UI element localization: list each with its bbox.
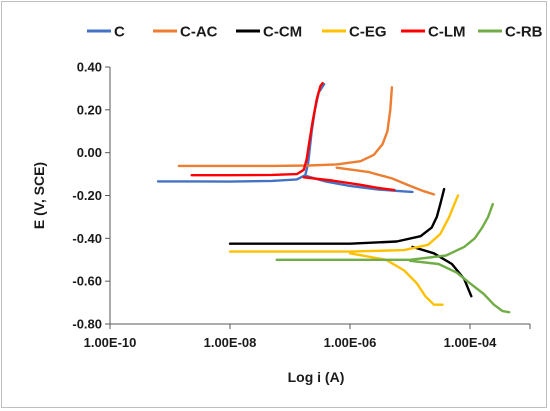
x-tick-label: 1.00E-06 <box>324 335 377 350</box>
series-line-c-eg <box>348 252 444 306</box>
legend-label-c-lm: C-LM <box>428 24 466 41</box>
y-tick-label: -0.40 <box>72 231 102 246</box>
x-tick-label: 1.00E-08 <box>204 335 257 350</box>
y-tick-label: 0.40 <box>77 60 102 75</box>
legend-label-c: C <box>114 24 125 41</box>
series-line-c-cm <box>228 187 446 245</box>
series-line-c-ac <box>335 166 436 196</box>
series-line-c-ac <box>177 86 394 168</box>
legend-label-c-eg: C-EG <box>349 24 387 41</box>
legend-label-c-rb: C-RB <box>505 24 543 41</box>
plot-area <box>156 81 511 314</box>
legend-label-c-ac: C-AC <box>180 24 218 41</box>
series-line-c-eg <box>228 194 460 253</box>
series-line-c-rb <box>275 202 494 261</box>
series-line-c-lm <box>302 176 396 192</box>
y-tick-label: -0.80 <box>72 317 102 332</box>
legend-label-c-cm: C-CM <box>263 24 302 41</box>
series-line-c <box>305 175 414 194</box>
x-tick-label: 1.00E-10 <box>84 335 137 350</box>
y-tick-label: -0.60 <box>72 274 102 289</box>
y-tick-label: 0.00 <box>77 145 102 160</box>
y-tick-label: 0.20 <box>77 102 102 117</box>
x-axis-title: Log i (A) <box>288 369 345 385</box>
series-line-c-lm <box>190 81 324 177</box>
legend: C C-AC C-CM C-EG C-LM C-RB <box>87 24 543 41</box>
series-line-c-rb <box>408 259 511 314</box>
series-line-c-cm <box>411 245 473 298</box>
axes: 0.40 0.20 0.00 -0.20 -0.40 -0.60 -0.80 1.00E-10… <box>31 60 531 385</box>
y-axis-title: E (V, SCE) <box>31 162 47 229</box>
x-tick-label: 1.00E-04 <box>444 335 498 350</box>
y-tick-label: -0.20 <box>72 188 102 203</box>
